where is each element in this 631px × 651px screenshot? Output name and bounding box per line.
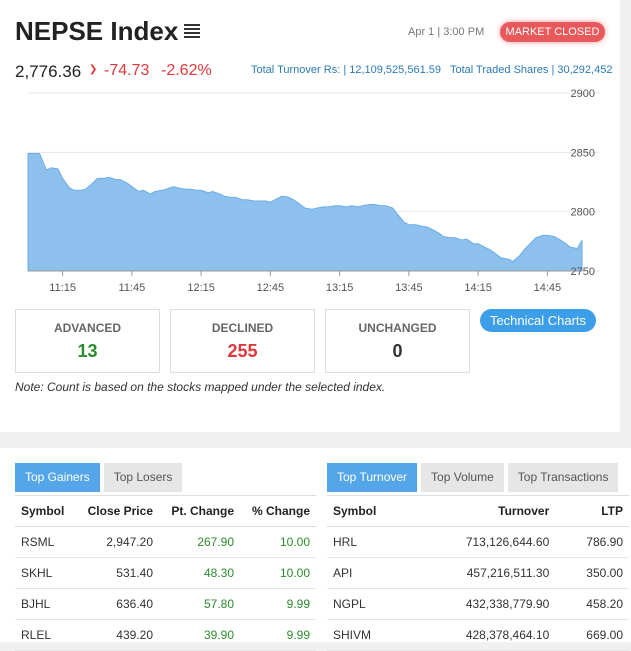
x-tick-label: 14:45 <box>534 282 562 294</box>
pct-change-cell: 9.99 <box>240 619 316 651</box>
ltp-cell: 458.20 <box>555 588 629 620</box>
col-close-price: Close Price <box>75 495 159 527</box>
close-price-cell: 439.20 <box>75 619 159 651</box>
col-pt-change: Pt. Change <box>159 495 241 527</box>
table-row[interactable]: API 457,216,511.30 350.00 <box>327 557 629 589</box>
ltp-cell: 669.00 <box>555 619 629 651</box>
x-tick-label: 13:15 <box>326 282 354 294</box>
percent-change: -2.62% <box>161 62 212 79</box>
table-row[interactable]: NGPL 432,338,779.90 458.20 <box>327 588 629 620</box>
symbol-cell: NGPL <box>327 588 411 620</box>
gainers-tabs: Top Gainers Top Losers <box>15 463 186 492</box>
tab-top-volume[interactable]: Top Volume <box>421 463 504 492</box>
tab-top-losers[interactable]: Top Losers <box>103 463 183 492</box>
turnover-summary: Total Turnover Rs: | 12,109,525,561.59 T… <box>251 64 612 76</box>
table-row[interactable]: SHIVM 428,378,464.10 669.00 <box>327 619 629 651</box>
col-symbol: Symbol <box>327 495 411 527</box>
table-row[interactable]: HRL 713,126,644.60 786.90 <box>327 526 629 558</box>
count-note: Note: Count is based on the stocks mappe… <box>15 380 386 394</box>
declined-box: DECLINED 255 <box>170 309 315 373</box>
menu-icon[interactable] <box>184 24 200 39</box>
point-change: -74.73 <box>104 62 150 79</box>
unchanged-box: UNCHANGED 0 <box>325 309 470 373</box>
market-datetime: Apr 1 | 3:00 PM <box>408 26 485 38</box>
col-pct-change: % Change <box>240 495 316 527</box>
pt-change-cell: 39.90 <box>159 619 241 651</box>
table-row[interactable]: BJHL 636.40 57.80 9.99 <box>15 588 316 620</box>
col-symbol: Symbol <box>15 495 76 527</box>
symbol-cell: SHIVM <box>327 619 411 651</box>
declined-label: DECLINED <box>211 321 274 335</box>
x-tick-label: 14:15 <box>464 282 492 294</box>
symbol-cell: RLEL <box>15 619 76 651</box>
chevron-down-icon: ❯ <box>89 64 98 75</box>
technical-charts-button[interactable]: Technical Charts <box>480 309 596 332</box>
page-title: NEPSE Index <box>15 16 179 46</box>
symbol-cell: API <box>327 557 411 589</box>
tab-top-transactions[interactable]: Top Transactions <box>507 463 619 492</box>
index-chart: 2750 2800 2850 2900 11:15 11:45 12:15 12:45 13:1… <box>27 88 600 294</box>
index-value: 2,776.36 <box>15 62 82 81</box>
market-status-badge: MARKET CLOSED <box>500 22 605 42</box>
pct-change-cell: 10.00 <box>240 526 316 558</box>
close-price-cell: 636.40 <box>75 588 159 620</box>
unchanged-label: UNCHANGED <box>358 321 437 335</box>
advanced-count: 13 <box>77 341 98 361</box>
turnover-cell: 428,378,464.10 <box>410 619 556 651</box>
x-tick-label: 12:45 <box>257 282 285 294</box>
total-turnover: Total Turnover Rs: | 12,109,525,561.59 <box>251 64 441 76</box>
x-tick-label: 11:15 <box>49 282 76 294</box>
symbol-cell: RSML <box>15 526 76 558</box>
col-ltp: LTP <box>555 495 629 527</box>
pt-change-cell: 57.80 <box>159 588 241 620</box>
symbol-cell: HRL <box>327 526 411 558</box>
turnover-cell: 713,126,644.60 <box>410 526 556 558</box>
ltp-cell: 350.00 <box>555 557 629 589</box>
turnover-table: Symbol Turnover LTP HRL 713,126,644.60 786… <box>327 495 629 651</box>
unchanged-count: 0 <box>392 341 403 361</box>
turnover-cell: 457,216,511.30 <box>410 557 556 589</box>
advanced-box: ADVANCED 13 <box>15 309 160 373</box>
y-tick-label: 2800 <box>571 207 595 219</box>
pct-change-cell: 10.00 <box>240 557 316 589</box>
table-row[interactable]: RLEL 439.20 39.90 9.99 <box>15 619 316 651</box>
y-tick-label: 2750 <box>571 266 595 278</box>
y-tick-label: 2850 <box>571 147 595 159</box>
y-tick-label: 2900 <box>571 88 595 100</box>
index-area <box>27 153 583 272</box>
turnover-cell: 432,338,779.90 <box>410 588 556 620</box>
pct-change-cell: 9.99 <box>240 588 316 620</box>
table-row[interactable]: SKHL 531.40 48.30 10.00 <box>15 557 316 589</box>
x-tick-label: 12:15 <box>187 282 215 294</box>
col-turnover: Turnover <box>410 495 556 527</box>
pt-change-cell: 267.90 <box>159 526 241 558</box>
x-tick-label: 11:45 <box>119 282 146 294</box>
total-traded-shares: Total Traded Shares | 30,292,452 <box>449 64 613 76</box>
pt-change-cell: 48.30 <box>159 557 241 589</box>
close-price-cell: 2,947.20 <box>75 526 159 558</box>
symbol-cell: BJHL <box>15 588 76 620</box>
tab-top-gainers[interactable]: Top Gainers <box>15 463 100 492</box>
ltp-cell: 786.90 <box>555 526 629 558</box>
symbol-cell: SKHL <box>15 557 76 589</box>
declined-count: 255 <box>227 341 258 361</box>
gainers-table: Symbol Close Price Pt. Change % Change R… <box>15 495 316 651</box>
tab-top-turnover[interactable]: Top Turnover <box>327 463 418 492</box>
x-tick-label: 13:45 <box>395 282 423 294</box>
table-row[interactable]: RSML 2,947.20 267.90 10.00 <box>15 526 316 558</box>
close-price-cell: 531.40 <box>75 557 159 589</box>
advanced-label: ADVANCED <box>53 321 122 335</box>
turnover-tabs: Top Turnover Top Volume Top Transactions <box>327 463 622 492</box>
